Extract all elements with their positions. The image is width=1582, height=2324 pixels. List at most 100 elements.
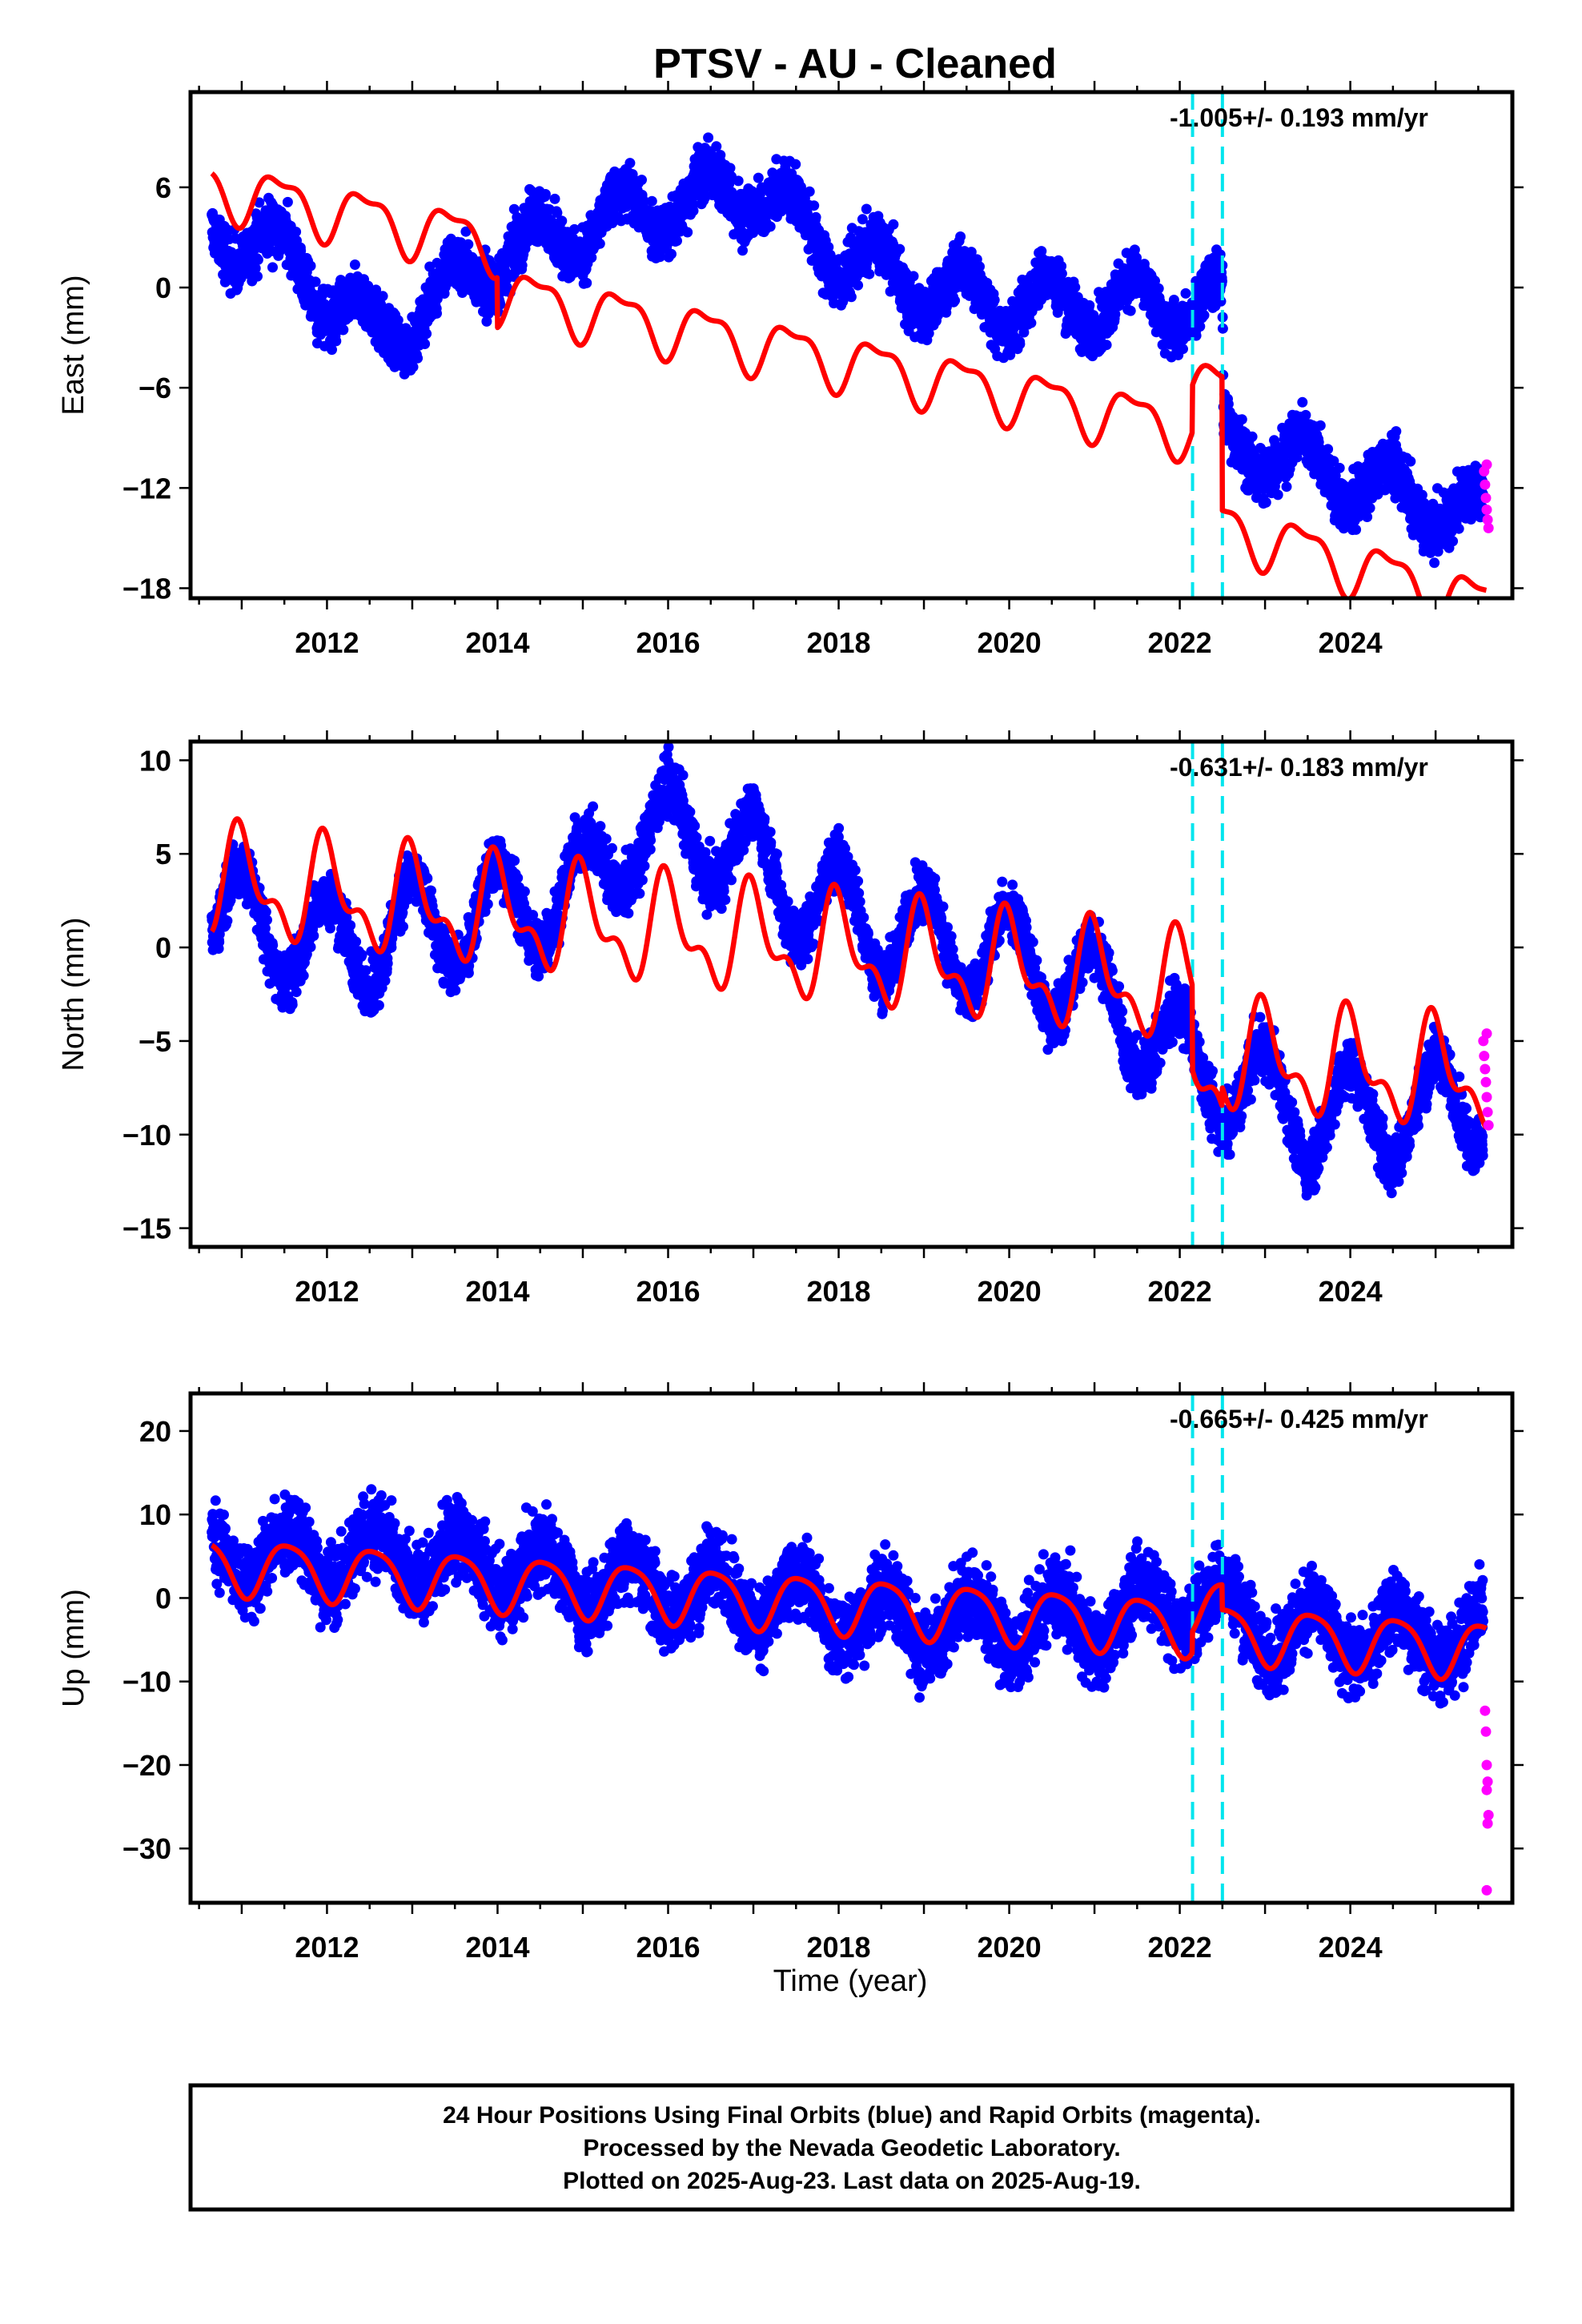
east-x-tick-label: 2014 — [465, 626, 529, 659]
east-data-point — [254, 197, 265, 208]
east-data-point — [1323, 444, 1334, 455]
east-data-point — [1125, 305, 1136, 316]
east-data-point — [1453, 523, 1464, 534]
east-data-point — [327, 344, 337, 356]
east-data-point — [338, 324, 349, 336]
east-data-point — [1351, 524, 1362, 535]
east-data-point — [1247, 431, 1258, 442]
east-data-point — [432, 308, 442, 319]
east-data-point — [594, 238, 605, 249]
east-data-point — [412, 352, 424, 364]
east-data-point — [1334, 462, 1345, 473]
east-data-point — [955, 231, 966, 242]
east-data-point — [1362, 512, 1373, 522]
east-data-point — [1447, 536, 1459, 547]
east-data-point — [888, 219, 899, 230]
east-data-point — [1236, 414, 1247, 425]
east-x-tick-label: 2022 — [1148, 626, 1212, 659]
east-data-point — [252, 271, 263, 282]
east-data-point — [804, 186, 815, 197]
east-data-point — [624, 158, 636, 169]
east-data-point — [1178, 344, 1188, 355]
east-data-point — [1429, 557, 1440, 569]
east-y-tick-label: 0 — [155, 271, 171, 304]
east-data-point — [331, 336, 342, 347]
east-rapid-point — [1480, 493, 1492, 504]
east-data-point — [250, 263, 261, 274]
east-rate-label: -1.005+/- 0.193 mm/yr — [1170, 103, 1428, 132]
east-data-point — [672, 235, 682, 247]
east-data-point — [636, 175, 647, 186]
east-data-point — [349, 259, 360, 270]
east-data-point — [908, 271, 919, 282]
east-rapid-point — [1483, 522, 1494, 533]
east-y-tick-label: −18 — [122, 572, 171, 605]
east-data-point — [282, 196, 293, 207]
east-data-layer — [207, 92, 1489, 598]
east-data-point — [646, 195, 657, 207]
east-data-point — [703, 132, 714, 143]
east-rapid-point — [1481, 459, 1492, 470]
east-data-point — [810, 211, 821, 223]
east-data-point — [310, 276, 321, 287]
east-y-tick-label: −12 — [122, 472, 171, 505]
east-x-tick-label: 2012 — [295, 626, 359, 659]
east-x-tick-label: 2024 — [1319, 626, 1383, 659]
east-data-point — [1391, 426, 1402, 437]
east-data-point — [733, 175, 744, 187]
east-data-point — [845, 292, 857, 303]
east-data-point — [1364, 502, 1375, 513]
east-final-orbit-points — [207, 132, 1488, 569]
east-rapid-point — [1481, 505, 1492, 515]
east-data-point — [581, 277, 592, 288]
east-data-point — [508, 203, 520, 215]
east-data-point — [1026, 317, 1037, 328]
north-data-point — [222, 915, 233, 927]
east-data-point — [1084, 300, 1095, 311]
east-data-point — [894, 243, 905, 255]
east-data-point — [853, 279, 864, 291]
east-data-point — [516, 259, 528, 271]
east-data-point — [1281, 481, 1292, 493]
east-data-point — [460, 226, 472, 237]
north-panel: 2012 2014 2016 2018 2020 2022 20241050−5−10−15… — [57, 730, 1524, 1308]
east-data-point — [408, 361, 419, 372]
east-data-point — [305, 260, 316, 271]
east-data-point — [1180, 287, 1191, 299]
east-data-point — [1260, 497, 1271, 508]
east-data-point — [267, 262, 278, 273]
east-data-point — [1315, 420, 1326, 431]
east-data-point — [1014, 339, 1026, 350]
east-data-point — [463, 239, 474, 250]
east-data-point — [421, 328, 432, 340]
east-y-tick-label: −6 — [139, 372, 171, 404]
east-data-point — [291, 227, 302, 237]
east-data-point — [1199, 310, 1210, 321]
east-data-point — [682, 227, 693, 238]
east-data-point — [1101, 340, 1112, 351]
east-data-point — [252, 254, 263, 265]
east-data-point — [377, 291, 388, 302]
east-data-point — [688, 205, 699, 216]
east-data-point — [1297, 396, 1308, 408]
east-data-point — [864, 268, 875, 279]
east-data-point — [666, 248, 677, 259]
east-data-point — [1153, 283, 1164, 294]
east-data-point — [1272, 489, 1283, 501]
east-data-point — [765, 221, 776, 232]
east-data-point — [1070, 282, 1081, 293]
east-data-point — [1056, 268, 1067, 279]
east-data-point — [556, 215, 568, 227]
east-data-point — [950, 295, 961, 306]
east-data-point — [420, 339, 431, 349]
east-data-point — [1405, 456, 1416, 467]
east-x-tick-label: 2018 — [806, 626, 870, 659]
east-y-tick-label: 6 — [155, 171, 171, 204]
east-y-axis-label: East (mm) — [57, 275, 90, 415]
east-rapid-point — [1480, 479, 1491, 490]
east-data-point — [549, 193, 560, 204]
east-data-point — [861, 203, 872, 215]
